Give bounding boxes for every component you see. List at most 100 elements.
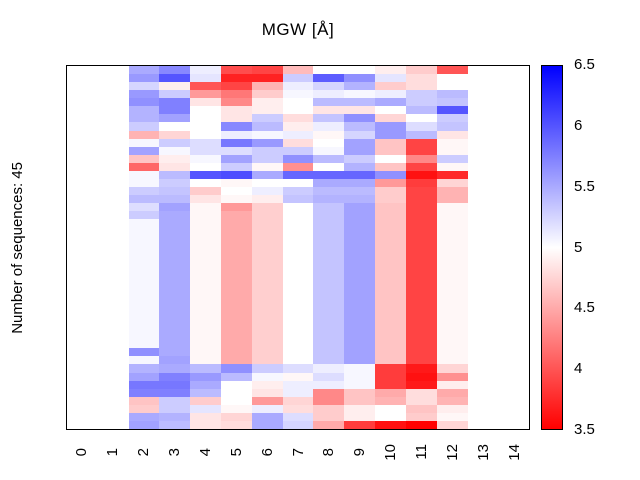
heatmap-cell — [313, 90, 345, 99]
heatmap-cell — [374, 90, 406, 99]
heatmap-cell — [405, 308, 437, 317]
heatmap-cell — [190, 404, 222, 414]
x-tick-label: 6 — [258, 436, 276, 468]
heatmap-cell — [282, 299, 314, 309]
heatmap-cell — [405, 299, 437, 309]
heatmap-cell — [405, 162, 437, 172]
heatmap-cell — [344, 332, 376, 341]
heatmap-cell — [251, 187, 283, 196]
heatmap-cell — [190, 324, 222, 333]
heatmap-cell — [374, 98, 406, 107]
colorbar-tick-label: 6.5 — [574, 56, 595, 73]
heatmap-cell — [374, 356, 406, 365]
heatmap-cell — [282, 195, 314, 204]
heatmap-cell — [436, 66, 468, 75]
heatmap-cell — [159, 275, 191, 284]
heatmap-cell — [128, 251, 160, 260]
heatmap-cell — [374, 364, 406, 373]
heatmap-cell — [344, 388, 376, 397]
heatmap-cell — [344, 122, 376, 131]
heatmap-cell — [128, 340, 160, 349]
heatmap-cell — [128, 219, 160, 228]
heatmap-cell — [405, 114, 437, 123]
heatmap-cell — [374, 178, 406, 188]
heatmap-cell — [313, 332, 345, 341]
heatmap-cell — [190, 130, 222, 139]
heatmap-cell — [405, 138, 437, 147]
heatmap-cell — [374, 219, 406, 228]
heatmap-cell — [374, 291, 406, 301]
heatmap-cell — [405, 372, 437, 381]
heatmap-cell — [282, 275, 314, 284]
heatmap-cell — [251, 227, 283, 236]
heatmap-cell — [190, 308, 222, 317]
heatmap-cell — [251, 308, 283, 317]
heatmap-cell — [313, 170, 345, 180]
heatmap-cell — [251, 138, 283, 147]
heatmap-cell — [190, 90, 222, 99]
heatmap-cell — [313, 396, 345, 405]
heatmap-cell — [159, 299, 191, 309]
heatmap-cell — [436, 122, 468, 131]
heatmap-cell — [313, 227, 345, 236]
heatmap-cell — [220, 187, 252, 196]
heatmap-cell — [436, 299, 468, 309]
heatmap-cell — [128, 308, 160, 317]
heatmap-cell — [251, 283, 283, 293]
heatmap-cell — [282, 243, 314, 252]
heatmap-cell — [344, 283, 376, 293]
heatmap-cell — [436, 380, 468, 389]
heatmap-cell — [251, 388, 283, 397]
x-tick-label: 12 — [444, 436, 462, 468]
heatmap-cell — [159, 340, 191, 349]
heatmap-cell — [313, 74, 345, 83]
heatmap-cell — [251, 396, 283, 405]
colorbar — [541, 65, 563, 430]
heatmap-cell — [220, 178, 252, 188]
heatmap-cell — [313, 380, 345, 389]
x-axis-labels: 0 1 2 3 4 5 6 7 8 9 10 11 12 13 14 — [66, 436, 530, 470]
heatmap-cell — [344, 66, 376, 75]
heatmap-cell — [220, 388, 252, 397]
colorbar-tick-label: 5.5 — [574, 177, 595, 195]
heatmap-cell — [251, 243, 283, 252]
heatmap-cell — [220, 130, 252, 139]
heatmap-cell — [282, 178, 314, 188]
heatmap-cell — [159, 130, 191, 139]
heatmap-cell — [159, 195, 191, 204]
heatmap-cell — [313, 404, 345, 414]
heatmap-cell — [282, 404, 314, 414]
heatmap-cell — [313, 211, 345, 220]
x-tick-label: 4 — [196, 436, 214, 468]
heatmap-cell — [251, 348, 283, 357]
heatmap-cell — [436, 324, 468, 333]
heatmap-cell — [128, 348, 160, 357]
heatmap-cell — [128, 178, 160, 188]
heatmap-cell — [374, 187, 406, 196]
heatmap-cell — [282, 332, 314, 341]
heatmap-cell — [344, 380, 376, 389]
heatmap-cell — [405, 251, 437, 260]
heatmap-cell — [128, 138, 160, 147]
heatmap-cell — [313, 187, 345, 196]
heatmap-cell — [220, 162, 252, 172]
heatmap-cell — [344, 299, 376, 309]
heatmap-cell — [220, 316, 252, 325]
heatmap-cell — [344, 396, 376, 405]
heatmap-cell — [282, 251, 314, 260]
heatmap-cell — [374, 235, 406, 244]
heatmap-cell — [220, 138, 252, 147]
heatmap-cell — [251, 154, 283, 163]
heatmap-cell — [251, 324, 283, 333]
heatmap-cell — [190, 283, 222, 293]
heatmap-cell — [344, 74, 376, 83]
y-axis-label: Number of sequences: 45 — [6, 65, 28, 430]
heatmap-cell — [190, 396, 222, 405]
heatmap-cell — [128, 106, 160, 115]
heatmap-cell — [159, 396, 191, 405]
heatmap-cell — [220, 396, 252, 405]
heatmap-cell — [159, 138, 191, 147]
x-tick-label: 10 — [382, 436, 400, 468]
heatmap-cell — [374, 66, 406, 75]
heatmap-cell — [128, 275, 160, 284]
